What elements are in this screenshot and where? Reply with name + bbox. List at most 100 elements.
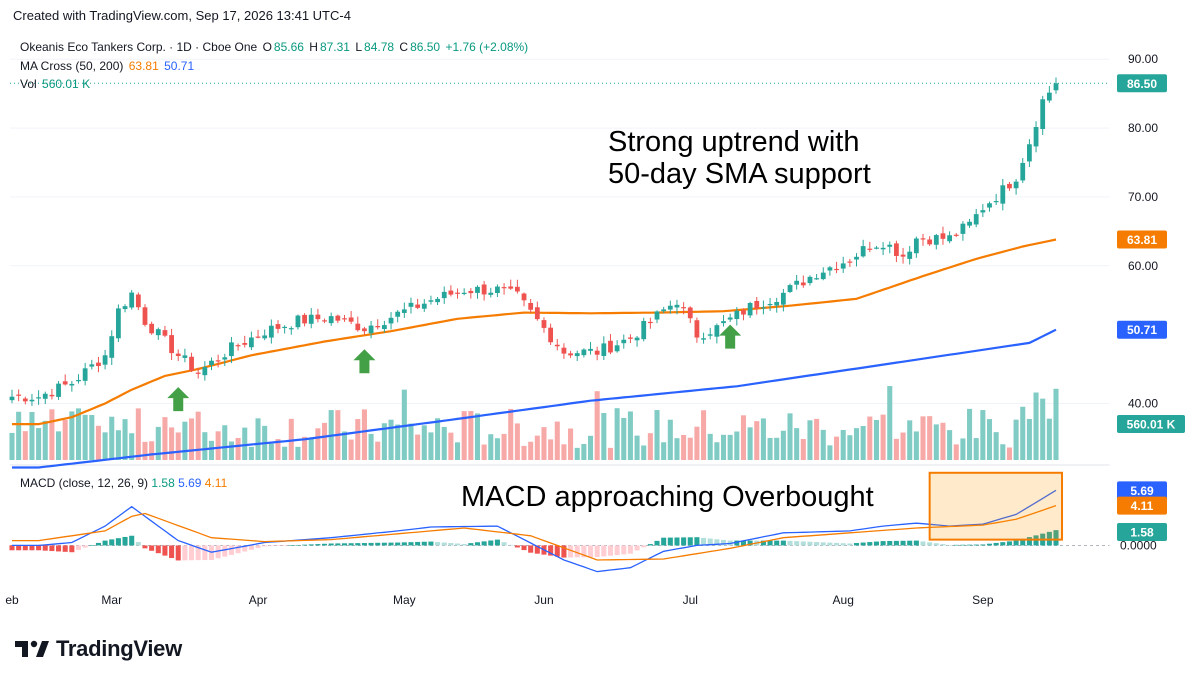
tradingview-brand[interactable]: TradingView xyxy=(14,636,182,662)
volume-bar xyxy=(62,419,68,460)
volume-bar xyxy=(348,439,354,460)
macd-histogram-bar xyxy=(627,545,633,554)
open-label: O xyxy=(262,40,272,54)
candle-body xyxy=(189,356,194,371)
macd-histogram-bar xyxy=(215,545,221,559)
volume-bar xyxy=(594,391,600,460)
volume-bar xyxy=(774,437,780,460)
volume-bar xyxy=(760,418,766,460)
volume-bar xyxy=(820,429,826,460)
candle-body xyxy=(508,286,514,289)
volume-bar xyxy=(42,420,48,460)
candle-body xyxy=(129,292,135,308)
vol-value: 560.01 K xyxy=(42,77,91,91)
volume-bar xyxy=(574,447,580,460)
macd-histogram-bar xyxy=(315,544,321,546)
volume-bar xyxy=(714,442,720,460)
candle-body xyxy=(820,272,826,280)
price-tick-label: 90.00 xyxy=(1128,52,1158,66)
candle-body xyxy=(209,360,214,365)
volume-bar xyxy=(381,423,387,460)
candle-body xyxy=(654,311,660,320)
macd-histogram-bar xyxy=(22,545,28,551)
candle-body xyxy=(960,223,966,234)
candle-body xyxy=(814,278,820,280)
chart-svg[interactable]: 90.00 80.00 70.00 60.00 40.00 0.0000 86.50 63.8… xyxy=(0,0,1200,620)
sma50-badge: 63.81 xyxy=(1117,230,1167,249)
candle-body xyxy=(468,290,474,294)
moving-averages xyxy=(12,238,1057,469)
macd-histogram-bar xyxy=(847,543,853,546)
candle-body xyxy=(721,321,726,324)
macd-histogram-bar xyxy=(927,542,933,546)
candle-body xyxy=(335,315,341,321)
open-value: 85.66 xyxy=(273,40,304,54)
macd-histogram-bar xyxy=(95,542,101,546)
macd-histogram-bar xyxy=(1020,538,1026,546)
volume-bar xyxy=(528,441,534,460)
candle-body xyxy=(149,323,155,334)
volume-bar xyxy=(953,444,959,460)
volume-bar xyxy=(847,435,853,460)
macd-histogram-bar xyxy=(853,543,860,546)
volume-bar xyxy=(800,439,806,460)
volume-bar xyxy=(641,445,647,460)
volume-bar xyxy=(548,439,554,460)
candle-body xyxy=(408,302,414,307)
macd-histogram-bar xyxy=(175,545,181,561)
candle-body xyxy=(774,302,780,306)
uptrend-annotation-line1: Strong uptrend with xyxy=(608,126,860,158)
volume-bar xyxy=(947,430,953,460)
candle-body xyxy=(800,282,806,286)
signal-arrows xyxy=(167,324,742,412)
macd-histogram-bar xyxy=(189,545,195,561)
macd-histogram-bar xyxy=(435,542,441,546)
macd-histogram-bar xyxy=(707,538,713,546)
candle-body xyxy=(847,261,853,263)
volume-bar xyxy=(794,428,800,460)
macd-histogram-bar xyxy=(581,545,587,558)
candle-body xyxy=(827,267,833,271)
macd-badge: 5.69 xyxy=(1117,481,1167,500)
macd-legend: MACD (close, 12, 26, 9) 1.58 5.69 4.11 xyxy=(20,476,227,490)
candle-body xyxy=(980,210,986,213)
volume-bar xyxy=(16,411,22,460)
macd-histogram-bar xyxy=(135,542,141,546)
macd-histogram-bar xyxy=(1053,530,1059,546)
candle-body xyxy=(322,320,327,322)
candle-body xyxy=(754,300,760,309)
candle-body xyxy=(368,325,374,334)
candle-body xyxy=(262,335,268,339)
candle-body xyxy=(175,353,181,356)
macd-histogram-bar xyxy=(548,545,554,556)
macd-histogram-bar xyxy=(568,545,574,558)
candle-body xyxy=(594,350,600,355)
volume-bar xyxy=(920,416,926,460)
candle-body xyxy=(481,284,487,295)
macd-histogram-bar xyxy=(521,545,527,551)
vol-label: Vol xyxy=(20,77,37,91)
volume-bar xyxy=(707,433,713,460)
macd-histogram-bar xyxy=(561,545,567,558)
volume-bar xyxy=(302,436,308,460)
up-arrow-icon xyxy=(167,387,190,412)
volume-bar xyxy=(734,431,740,460)
macd-hist-value: 1.58 xyxy=(151,476,175,490)
volume-bar xyxy=(986,419,993,460)
sma50-badge-bg xyxy=(1117,230,1167,249)
volume-bar xyxy=(355,419,361,460)
candle-body xyxy=(248,337,254,348)
candle-body xyxy=(568,353,573,356)
volume-bar xyxy=(408,423,414,460)
histogram-badge-bg xyxy=(1117,523,1167,541)
macd-histogram-bar xyxy=(940,544,946,546)
macd-histogram-bar xyxy=(368,542,374,546)
macd-histogram-bar xyxy=(800,541,806,546)
volume-bar xyxy=(501,433,507,460)
volume-bar xyxy=(607,447,613,460)
volume-bar xyxy=(754,421,760,460)
candle-body xyxy=(275,324,281,329)
candle-body xyxy=(455,292,460,294)
volume-bar xyxy=(927,416,933,460)
macd-histogram-bar xyxy=(907,540,913,546)
